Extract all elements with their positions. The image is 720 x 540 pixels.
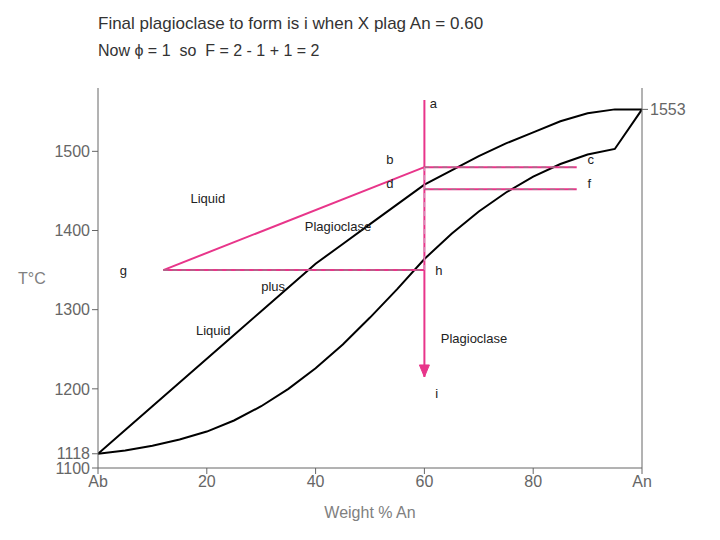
svg-text:1200: 1200 [54,381,90,398]
svg-text:Plagioclase: Plagioclase [305,219,372,234]
svg-text:1100: 1100 [55,459,90,477]
svg-text:d: d [386,176,393,191]
svg-text:Liquid: Liquid [190,191,225,206]
svg-text:a: a [430,96,438,111]
svg-text:1118: 1118 [57,445,90,462]
svg-text:c: c [588,152,595,167]
svg-text:f: f [588,176,592,191]
svg-text:An: An [632,473,652,490]
svg-text:b: b [386,152,393,167]
svg-text:plus: plus [261,279,285,294]
svg-text:T°C: T°C [18,270,46,287]
svg-text:40: 40 [307,473,325,490]
svg-text:1300: 1300 [54,301,90,318]
html-text:Now ϕ = 1 so F = 2 - 1 + 1 = 2: Now ϕ = 1 so F = 2 - 1 + 1 = 2 [98,42,320,59]
svg-text:i: i [435,386,438,401]
html-text:Final plagioclase to form is i: Final plagioclase to form is i when X pl… [98,14,484,33]
svg-text:Plagioclase: Plagioclase [441,331,508,346]
svg-text:1400: 1400 [54,222,90,239]
svg-text:h: h [435,263,442,278]
svg-text:20: 20 [198,473,216,490]
svg-text:1500: 1500 [54,143,90,160]
svg-text:g: g [120,263,127,278]
svg-text:Ab: Ab [88,473,108,490]
svg-text:1553: 1553 [650,101,686,118]
svg-text:Weight % An: Weight % An [324,504,415,521]
svg-text:80: 80 [524,473,542,490]
svg-text:60: 60 [416,473,434,490]
svg-text:Liquid: Liquid [196,323,231,338]
